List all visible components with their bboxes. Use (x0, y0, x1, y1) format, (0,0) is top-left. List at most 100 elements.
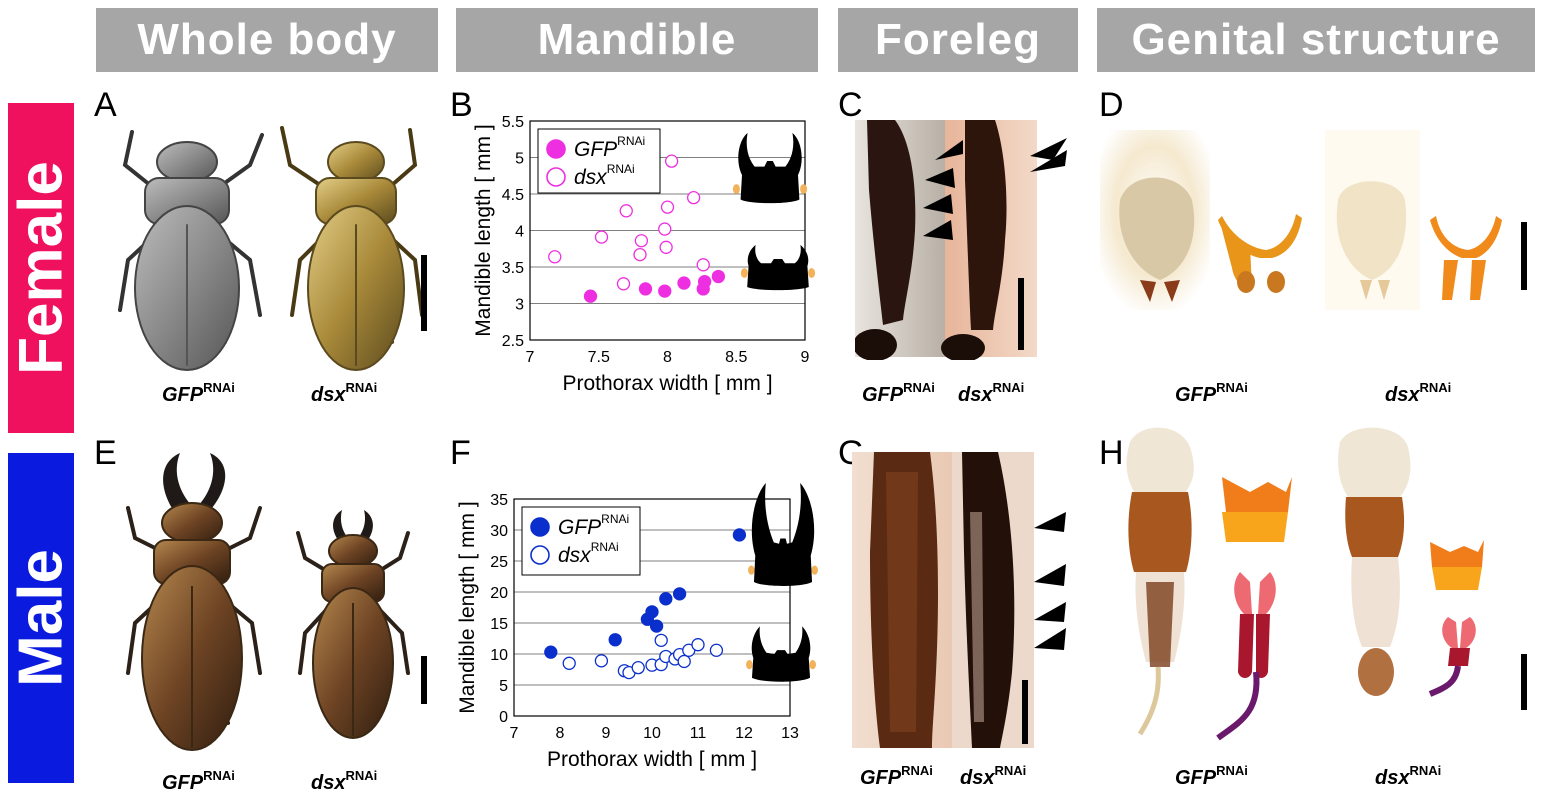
chart-b-ytick-label-4: 4.5 (502, 187, 524, 204)
chart-f-silhouette-large-mandible-eye-right (811, 565, 818, 575)
scale-bar-a (421, 255, 427, 331)
chart-f-ytick-label-1: 5 (499, 678, 508, 695)
male-whole-body-photo (126, 453, 427, 751)
chart-f-silhouette-small-mandible-eye-right (809, 659, 816, 670)
caption-e-gfp: GFPRNAi (162, 768, 235, 794)
panel-letter-d: D (1099, 86, 1124, 124)
chart-f-xtick-label-1: 8 (556, 725, 565, 742)
male-genital-photos (1126, 427, 1527, 741)
chart-f-point-gfp-1 (608, 633, 622, 647)
chart-b-point-gfp-5 (697, 274, 712, 289)
chart-f-point-dsx-0 (562, 656, 576, 670)
scale-bar-h (1521, 654, 1527, 710)
chart-f-point-gfp-7 (732, 528, 747, 542)
chart-b-xtick-label-4: 9 (801, 349, 810, 366)
genital-h-dsx-photo-body (1345, 497, 1405, 557)
chart-f-silhouette-large-mandible-eye-left (748, 565, 755, 575)
chart-b-point-dsx-1 (594, 230, 609, 244)
row-label-female-text: Female (6, 161, 76, 375)
scale-bar-d (1521, 222, 1527, 290)
chart-f-point-gfp-0 (544, 645, 558, 659)
caption-g-gfp: GFPRNAi (860, 763, 933, 789)
female-whole-body-photo (118, 126, 427, 371)
chart-b-point-dsx-5 (634, 234, 649, 248)
genital-h-gfp-diagram (1216, 477, 1292, 741)
chart-f-point-dsx-13 (691, 638, 705, 652)
chart-b-legend-sup-0: RNAi (617, 134, 645, 148)
chart-f-ytick-label-3: 15 (490, 616, 508, 633)
chart-b-silhouette-large-mandible-eye-right (800, 184, 808, 194)
chart-b-ylabel: Mandible length [ mm ] (472, 124, 495, 336)
row-label-male-text: Male (6, 549, 76, 687)
caption-a-dsx: dsxRNAi (311, 380, 378, 406)
chart-f-silhouette-small-mandible-shape (751, 626, 811, 682)
chart-f-ytick-label-2: 10 (490, 647, 508, 664)
chart-b-plot-frame (529, 120, 806, 341)
chart-b-legend-marker-0 (546, 139, 566, 159)
chart-b-point-dsx-2 (616, 277, 631, 291)
chart-f-ytick-label-7: 35 (490, 492, 508, 509)
chart-b-xtick-label-3: 8.5 (725, 349, 747, 366)
chart-b-point-dsx-4 (633, 247, 647, 262)
caption-c-dsx: dsxRNAi (958, 380, 1025, 406)
caption-d-gfp: GFPRNAi (1175, 380, 1248, 406)
chart-b-point-dsx-8 (660, 200, 675, 214)
header-whole-body: Whole body (96, 8, 438, 72)
chart-f-point-gfp-3 (645, 605, 659, 619)
chart-b-point-dsx-11 (696, 258, 710, 272)
chart-f-legend-sup-1: RNAi (591, 540, 619, 554)
genital-h-dsx-diagram (1428, 540, 1484, 697)
chart-b-silhouette-small-mandible (740, 245, 816, 291)
caption-g-dsx: dsxRNAi (960, 763, 1027, 789)
chart-f-point-gfp-4 (649, 619, 664, 633)
panel-letter-b: B (450, 86, 473, 124)
header-mandible: Mandible (456, 8, 818, 72)
chart-f-ytick-label-4: 20 (490, 585, 508, 602)
gfp-female-beetle (118, 130, 264, 371)
chart-f-ytick-label-5: 25 (490, 554, 508, 571)
chart-f-silhouette-large-mandible-shape (751, 483, 815, 586)
chart-f-point-dsx-4 (631, 660, 645, 675)
chart-b-legend-sup-1: RNAi (607, 162, 635, 176)
foreleg-c-gfp-leg (867, 120, 916, 325)
spine-arrowheads-g (1034, 512, 1066, 650)
chart-b: 2.5 3 3.5 4 4.5 5 5.5 7 7.5 8 8.5 9 Prothorax width … (472, 114, 816, 395)
caption-h-gfp: GFPRNAi (1175, 763, 1248, 789)
chart-f-point-dsx-1 (594, 654, 609, 668)
panel-letter-f: F (450, 434, 471, 472)
panel-letter-e: E (94, 434, 117, 472)
chart-b-point-dsx-0 (548, 250, 562, 264)
chart-f-xlabel: Prothorax width [ mm ] (547, 748, 757, 771)
genital-d-dsx-diagram (1430, 216, 1502, 300)
chart-b-xlabel: Prothorax width [ mm ] (562, 372, 772, 395)
chart-b-legend-marker-1 (546, 167, 566, 187)
genital-d-gfp-photo (1119, 177, 1195, 280)
chart-f-silhouette-large-mandible (748, 483, 818, 586)
chart-f-xtick-label-2: 9 (602, 725, 611, 742)
chart-f-point-dsx-11 (677, 654, 691, 669)
chart-f-legend-label-0: GFPRNAi (558, 512, 629, 539)
chart-b-ytick-label-2: 3.5 (502, 260, 524, 277)
scale-bar-c (1018, 278, 1024, 350)
dsx-male-beetle (296, 510, 410, 739)
chart-b-ytick-label-1: 3 (515, 297, 524, 314)
genital-d-gfp-diagram (1218, 214, 1302, 293)
spine-arrowheads-c (923, 138, 1067, 240)
chart-f-ytick-label-0: 0 (499, 709, 508, 726)
chart-b-silhouette-large-mandible (732, 133, 808, 204)
caption-a-gfp: GFPRNAi (162, 380, 235, 406)
chart-b-point-gfp-1 (638, 282, 653, 296)
chart-f-silhouette-small-mandible (746, 626, 816, 682)
chart-b-point-dsx-6 (658, 222, 672, 236)
chart-b-point-dsx-3 (619, 204, 633, 218)
panel-letter-c: C (838, 86, 863, 124)
foreleg-c-dsx-leg (965, 120, 1007, 330)
chart-b-point-gfp-3 (677, 276, 691, 290)
chart-f-legend-marker-0 (530, 517, 550, 537)
chart-f-plot-frame (513, 498, 791, 717)
chart-f: 0 5 10 15 20 25 30 35 7 8 9 10 11 12 13 Prothorax width… (456, 483, 818, 771)
chart-b-point-dsx-9 (664, 154, 679, 168)
female-foreleg-photos (855, 120, 1067, 360)
chart-b-silhouette-small-mandible-shape (747, 245, 809, 291)
female-genital-photos (1100, 130, 1527, 310)
